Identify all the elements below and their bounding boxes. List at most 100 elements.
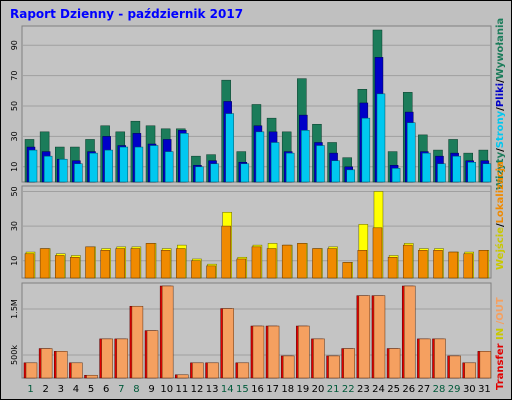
day-label: 22 (342, 384, 355, 395)
bar-transfer-out (373, 295, 386, 379)
bar-pages (285, 152, 295, 183)
top-y-tick-label: 30 (10, 131, 19, 141)
bar-exit (478, 250, 489, 279)
day-label: 3 (58, 384, 64, 395)
bar-transfer-out (86, 374, 98, 379)
bar-exit (387, 256, 398, 279)
bar-transfer-out (40, 348, 53, 379)
legend-hits-files-pages-visits: Wizyty/Strony/Pliki/Wywołania (495, 18, 506, 190)
bar-exit (145, 243, 156, 279)
bar-exit (266, 248, 277, 279)
legend-transfer-part: /OUT (495, 297, 506, 324)
bar-exit (115, 248, 126, 279)
bar-transfer-out (298, 325, 310, 379)
bar-transfer-out (116, 338, 129, 379)
bar-pages (180, 133, 189, 183)
bar-exit (357, 250, 368, 279)
bar-pages (89, 152, 98, 183)
bar-exit (297, 243, 307, 279)
bar-pages (28, 149, 38, 183)
bar-pages (225, 113, 234, 183)
bar-pages (134, 146, 144, 183)
bar-transfer-out (71, 362, 83, 379)
legend-top-vertical: Wizyty/Strony/Pliki/Wywołania (495, 18, 506, 190)
bar-pages (346, 169, 355, 183)
chart-title: Raport Dzienny - październik 2017 (10, 7, 243, 21)
bar-transfer-out (25, 362, 38, 379)
top-y-tick-label: 10 (10, 162, 19, 172)
bar-transfer-out (207, 362, 219, 379)
bar-pages (422, 152, 431, 183)
bar-transfer-out (282, 355, 295, 379)
legend-hits-files-pages-visits-part: / (495, 79, 506, 83)
day-label: 8 (133, 384, 139, 395)
day-label: 21 (327, 384, 340, 395)
day-label: 1 (27, 384, 33, 395)
bar-transfer-out (161, 285, 174, 379)
bar-exit (342, 262, 352, 279)
bar-exit (372, 227, 383, 279)
bar-transfer-out (146, 330, 159, 379)
bar-transfer-out (388, 348, 401, 379)
bar-pages (119, 146, 129, 183)
top-y-tick-label: 90 (10, 40, 19, 50)
legend-bottom-vertical: Transfer IN /OUT (495, 297, 506, 390)
bar-exit (191, 260, 201, 279)
bar-exit (39, 248, 50, 279)
legend-hits-files-pages-visits-part: Wizyty (495, 151, 506, 190)
bar-transfer-out (328, 355, 340, 379)
bar-exit (55, 255, 65, 279)
bar-exit (327, 248, 337, 279)
bar-pages (149, 145, 159, 183)
bar-transfer-out (177, 374, 189, 379)
bar-exit (206, 265, 216, 279)
day-label: 16 (251, 384, 264, 395)
bar-exit (236, 258, 247, 279)
day-label: 17 (266, 384, 279, 395)
bar-exit (130, 248, 141, 279)
bar-exit (433, 250, 443, 279)
bar-pages (437, 163, 446, 183)
mid-y-tick-label: 10 (10, 256, 19, 266)
day-label: 14 (221, 384, 234, 395)
day-label: 12 (191, 384, 204, 395)
mid-y-tick-label: 30 (10, 221, 19, 231)
bar-pages (210, 163, 219, 183)
bar-exit (176, 248, 186, 279)
day-label: 6 (103, 384, 109, 395)
bar-transfer-out (267, 325, 280, 379)
day-label: 11 (175, 384, 188, 395)
day-label: 18 (281, 384, 294, 395)
bar-pages (104, 149, 113, 183)
day-label: 2 (43, 384, 49, 395)
bar-transfer-out (358, 295, 371, 379)
legend-hits-files-pages-visits-part: Pliki (495, 83, 506, 107)
bar-pages (255, 131, 265, 183)
top-y-tick-label: 50 (10, 101, 19, 111)
bar-transfer-out (222, 308, 234, 379)
bar-exit (251, 246, 262, 279)
bar-exit (85, 246, 95, 279)
day-label: 24 (372, 384, 385, 395)
bar-pages (59, 158, 68, 183)
day-label: 29 (448, 384, 461, 395)
bar-transfer-out (313, 338, 325, 379)
bar-transfer-out (131, 305, 144, 379)
bar-exit (160, 250, 171, 279)
bar-exit (70, 256, 80, 279)
legend-entry-exit: Wejście/Lokalizacja (494, 161, 506, 270)
bar-exit (448, 251, 458, 279)
bar-pages (376, 93, 386, 183)
legend-hits-files-pages-visits-part: Wywołania (495, 18, 506, 79)
bar-pages (164, 151, 174, 183)
legend-transfer-part: Transfer (495, 343, 506, 390)
bar-pages (43, 155, 53, 183)
bar-transfer-out (403, 285, 416, 379)
day-label: 10 (160, 384, 173, 395)
panel-hits-files-pages-visits: 10 30 50 70 90 (10, 25, 492, 183)
bar-exit (402, 244, 413, 279)
bar-transfer-out (434, 338, 446, 379)
day-label: 5 (88, 384, 94, 395)
